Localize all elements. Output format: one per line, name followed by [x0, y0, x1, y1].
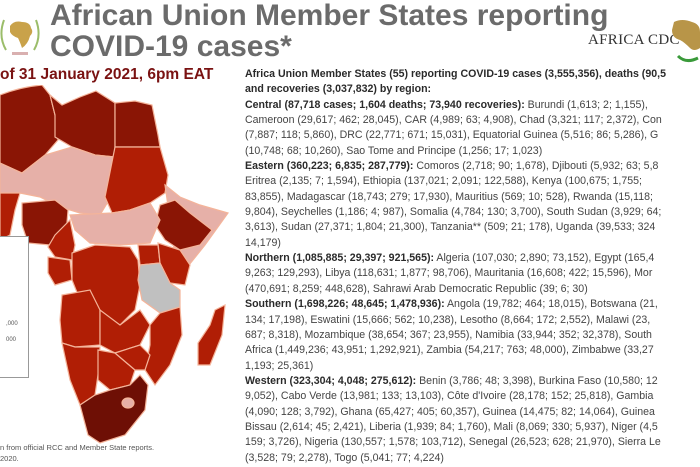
eastern-line: 14,179) [245, 236, 281, 249]
region-mozambique [144, 306, 183, 387]
northern-line: (470,691; 8,259; 448,628), Sahrawi Arab … [245, 282, 588, 295]
central-line: (10,748; 68; 10,260), Sao Tome and Princ… [245, 144, 543, 157]
page-title: African Union Member States reporting CO… [50, 0, 608, 62]
region-lesotho [121, 397, 135, 409]
eastern-line: Eritrea (2,135; 7; 1,594), Ethiopia (137… [245, 175, 642, 188]
northern-line: 9,263; 129,293), Libya (118,631; 1,877; … [245, 267, 653, 280]
region-south-africa [79, 374, 149, 444]
region-uganda [137, 244, 161, 266]
region-namibia [61, 342, 101, 406]
central-line: Cameroon (29,617; 462; 28,045), CAR (4,9… [245, 114, 662, 127]
region-angola [59, 289, 101, 348]
africa-choropleth-map [0, 85, 229, 444]
northern-heading: Northern (1,085,885; 29,397; 921,565): [245, 252, 435, 265]
southern-line: 687; 8,318), Mozambique (38,654; 367; 23… [245, 328, 652, 341]
african-union-logo [0, 19, 40, 55]
regional-summary: Africa Union Member States (55) reportin… [245, 67, 700, 466]
central-line: (7,887; 118; 5,860), DRC (22,771; 671; 1… [245, 129, 659, 142]
title-line-1: African Union Member States reporting [50, 0, 609, 32]
region-sudan [104, 146, 169, 214]
footnote: n from official RCC and Member State rep… [0, 442, 154, 464]
footnote-line-1: n from official RCC and Member State rep… [0, 443, 155, 452]
summary-line-2: and recoveries (3,037,832) by region: [245, 83, 432, 96]
central-heading: Central (87,718 cases; 1,604 deaths; 73,… [245, 98, 525, 111]
region-sahel [0, 146, 116, 216]
region-libya [48, 90, 116, 158]
cdc-logo-text: AFRICA CDC [588, 32, 680, 48]
southern-region-line: Southern (1,698,226; 48,645; 1,478,936):… [245, 298, 658, 311]
eastern-line: 83,855), Madagascar (18,743; 279; 17,930… [245, 190, 653, 203]
report-date: of 31 January 2021, 6pm EAT [0, 66, 214, 83]
eastern-region-line: Eastern (360,223; 6,835; 287,779): Comor… [245, 160, 659, 173]
region-gabon [47, 256, 73, 286]
legend-label-1: ,000 [6, 321, 18, 327]
africa-cdc-logo: AFRICA CDC [588, 18, 700, 66]
region-ethiopia [154, 199, 213, 251]
western-line: (4,090; 128; 3,792), Ghana (65,427; 405;… [245, 405, 655, 418]
western-line: Bissau (2,614; 45; 2,421), Liberia (1,93… [245, 420, 658, 433]
region-west [0, 192, 21, 241]
eastern-heading: Eastern (360,223; 6,835; 287,779): [245, 160, 414, 173]
western-heading: Western (323,304; 4,048; 275,612): [245, 374, 417, 387]
western-region-line: Western (323,304; 4,048; 275,612): Benin… [245, 374, 658, 387]
western-line: 9,052), Cabo Verde (13,981; 133; 13,103)… [245, 390, 654, 403]
legend-label-2: 000 [6, 337, 17, 343]
central-region-line: Central (87,718 cases; 1,604 deaths; 73,… [245, 98, 648, 111]
region-zambia [99, 308, 151, 354]
africa-map-icon [672, 20, 700, 63]
southern-line: 134; 17,198), Eswatini (15,666; 562; 10,… [245, 313, 651, 326]
map-legend: ,000 000 [0, 236, 29, 378]
western-line: 159; 3,726), Nigeria (130,557; 1,578; 10… [245, 436, 661, 449]
northern-region-line: Northern (1,085,885; 29,397; 921,565): A… [245, 252, 655, 265]
southern-heading: Southern (1,698,226; 48,645; 1,478,936): [245, 298, 445, 311]
footnote-line-2: 2020. [0, 454, 19, 463]
title-line-2: COVID-19 cases* [50, 30, 292, 63]
region-central-light [69, 202, 161, 246]
region-madagascar [197, 303, 226, 366]
southern-line: Africa (1,449,236; 43,951; 1,292,921), Z… [245, 344, 654, 357]
western-line: (3,528; 79; 2,278), Togo (5,041; 77; 4,2… [245, 451, 444, 464]
summary-line-1: Africa Union Member States (55) reportin… [245, 68, 666, 80]
region-zimbabwe [113, 344, 151, 371]
region-egypt [114, 100, 161, 148]
eastern-line: 3,613), Sudan (27,371; 1,804; 21,300), T… [245, 221, 656, 234]
southern-line: 1,193; 25,361) [245, 359, 314, 372]
eastern-line: 9,804), Seychelles (1,186; 4; 987), Soma… [245, 206, 662, 219]
